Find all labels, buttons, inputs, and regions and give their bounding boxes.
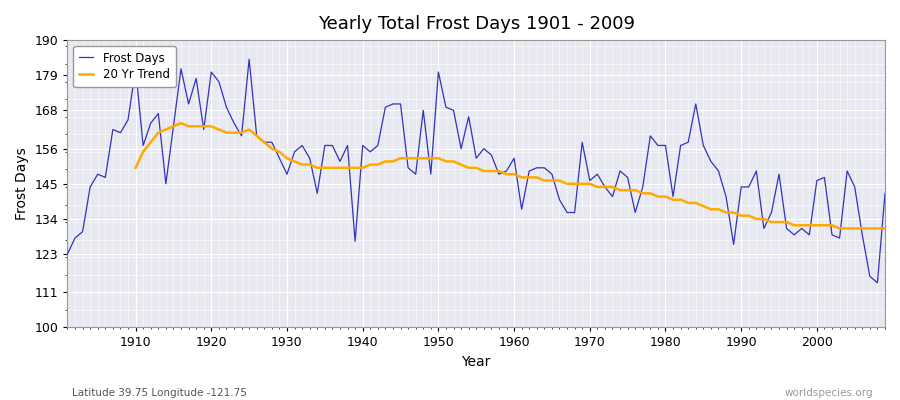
Frost Days (872, 280, 883, 285)
Frost Days (342, 143, 353, 148)
Text: worldspecies.org: worldspecies.org (785, 388, 873, 398)
Line: Frost Days: Frost Days (68, 59, 885, 283)
Frost Days (879, 191, 890, 196)
20 Yr Trend (879, 226, 890, 231)
20 Yr Trend (282, 156, 292, 161)
X-axis label: Year: Year (462, 355, 490, 369)
Frost Days (244, 57, 255, 62)
Frost Days (517, 207, 527, 212)
20 Yr Trend (130, 166, 141, 170)
Line: 20 Yr Trend: 20 Yr Trend (136, 123, 885, 228)
Frost Days (508, 156, 519, 161)
20 Yr Trend (312, 166, 323, 170)
Frost Days (297, 143, 308, 148)
20 Yr Trend (834, 226, 845, 231)
20 Yr Trend (857, 226, 868, 231)
Legend: Frost Days, 20 Yr Trend: Frost Days, 20 Yr Trend (74, 46, 176, 87)
Frost Days (608, 194, 618, 199)
Text: Latitude 39.75 Longitude -121.75: Latitude 39.75 Longitude -121.75 (72, 388, 247, 398)
Y-axis label: Frost Days: Frost Days (15, 147, 29, 220)
20 Yr Trend (826, 223, 837, 228)
Frost Days (122, 118, 133, 122)
20 Yr Trend (524, 175, 535, 180)
Title: Yearly Total Frost Days 1901 - 2009: Yearly Total Frost Days 1901 - 2009 (318, 15, 634, 33)
20 Yr Trend (176, 121, 186, 126)
20 Yr Trend (584, 181, 595, 186)
Frost Days (62, 252, 73, 256)
